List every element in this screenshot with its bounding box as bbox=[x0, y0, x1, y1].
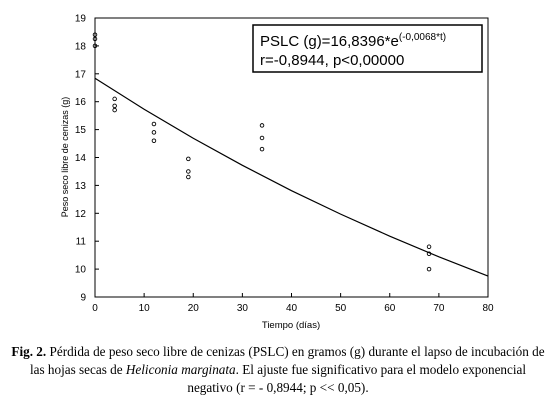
x-tick-label: 40 bbox=[286, 303, 298, 314]
annotation-line1: PSLC (g)=16,8396*e bbox=[260, 33, 399, 50]
x-tick-label: 30 bbox=[237, 303, 249, 314]
data-point bbox=[112, 96, 117, 102]
data-point bbox=[92, 36, 98, 42]
x-tick-label: 60 bbox=[384, 303, 396, 314]
y-tick-label: 19 bbox=[75, 14, 87, 25]
data-point bbox=[112, 107, 117, 113]
y-tick-label: 13 bbox=[75, 181, 87, 192]
y-axis-label: Peso seco libre de cenizas (g) bbox=[60, 97, 70, 218]
x-tick-label: 80 bbox=[482, 303, 494, 314]
data-point bbox=[186, 174, 191, 180]
x-tick-label: 50 bbox=[335, 303, 347, 314]
y-tick-label: 10 bbox=[75, 265, 87, 276]
data-point bbox=[259, 135, 265, 141]
caption-text: Pérdida de peso seco libre de cenizas (P… bbox=[29, 344, 545, 377]
data-point bbox=[151, 138, 157, 144]
caption-species: Heliconia marginata bbox=[125, 362, 236, 377]
data-point bbox=[151, 130, 157, 135]
annotation-exponent: (-0,0068*t) bbox=[399, 32, 446, 43]
y-tick-label: 14 bbox=[75, 153, 87, 164]
x-axis-label: Tiempo (días) bbox=[262, 320, 320, 331]
annotation-line2: r=-0,8944, p<0,00000 bbox=[260, 52, 404, 69]
y-tick-label: 16 bbox=[75, 97, 87, 108]
x-tick-label: 70 bbox=[433, 303, 445, 314]
caption-text: . El ajuste fue significativo para el mo… bbox=[187, 362, 527, 395]
data-point bbox=[151, 121, 157, 127]
annotation-box bbox=[252, 24, 483, 73]
y-tick-label: 15 bbox=[75, 125, 87, 136]
chart: Peso seco libre de cenizas (g) Tiempo (d… bbox=[60, 14, 494, 332]
caption: Fig. 2. Pérdida de peso seco libre de ce… bbox=[6, 343, 550, 397]
y-tick-label: 9 bbox=[80, 293, 86, 304]
data-point bbox=[112, 103, 117, 109]
x-tick-label: 20 bbox=[188, 303, 200, 314]
y-tick-label: 12 bbox=[75, 209, 87, 220]
data-point bbox=[259, 146, 265, 152]
x-tick-label: 10 bbox=[139, 303, 151, 314]
y-tick-label: 11 bbox=[76, 237, 87, 248]
annotation-equation: PSLC (g)=16,8396*e(-0,0068*t) bbox=[260, 32, 446, 50]
data-point bbox=[259, 123, 265, 128]
data-point bbox=[92, 43, 98, 49]
data-point bbox=[92, 32, 98, 37]
data-point bbox=[426, 266, 432, 272]
y-tick-label: 17 bbox=[75, 69, 87, 80]
x-tick-label: 0 bbox=[92, 303, 98, 314]
y-tick-label: 18 bbox=[75, 41, 87, 52]
data-point bbox=[426, 244, 432, 250]
data-point bbox=[186, 156, 191, 162]
data-point bbox=[186, 169, 191, 174]
fit-curve bbox=[94, 77, 489, 277]
caption-label: Fig. 2. bbox=[11, 344, 47, 359]
